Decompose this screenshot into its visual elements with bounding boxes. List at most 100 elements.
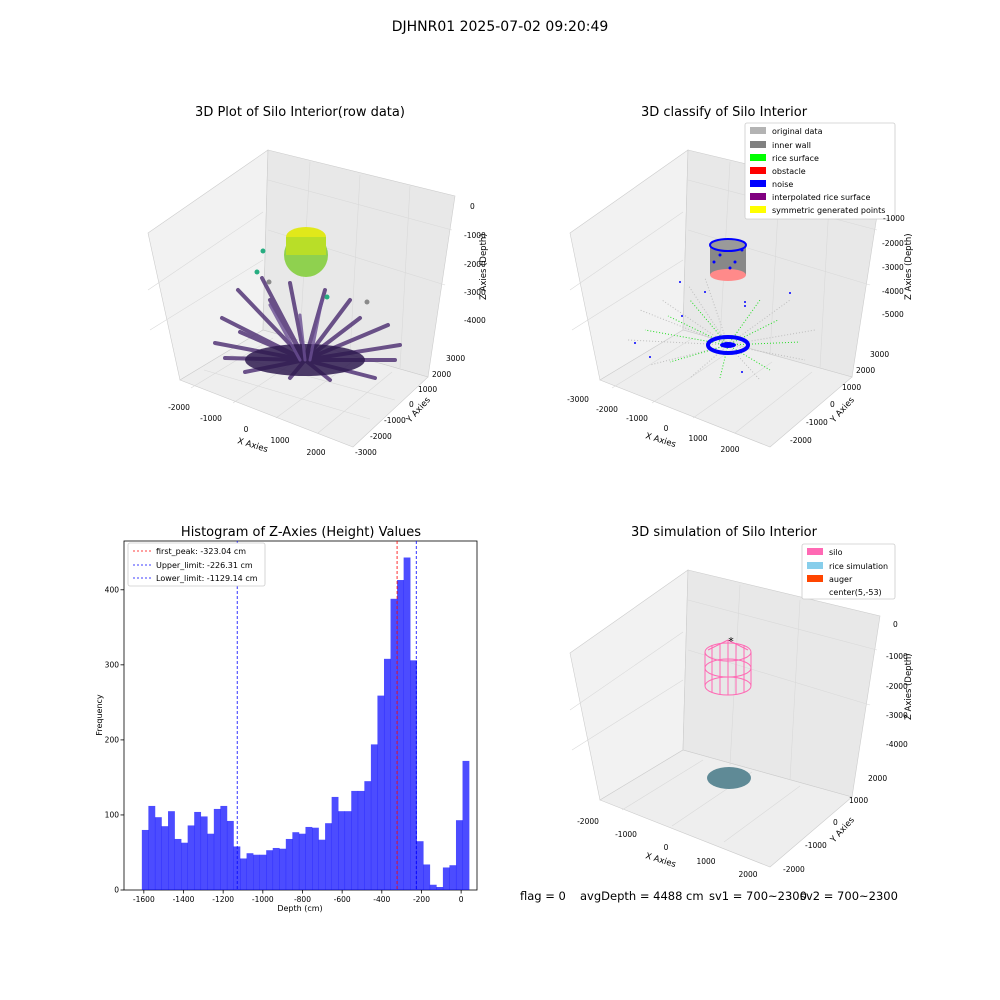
svg-text:-1000: -1000 [805,841,827,850]
footer-avg-depth: avgDepth = 4488 cm [580,889,704,903]
histogram-bar [253,854,260,890]
simulation-ztick-labels: 0 -1000 -2000 -3000 -4000 [886,620,908,749]
histogram-bar [312,827,319,890]
svg-text:obstacle: obstacle [772,167,806,176]
histogram-bar [442,867,450,890]
legend-swatch-symmetric [750,206,766,213]
simulation-axes-panes [569,569,881,868]
svg-text:original data: original data [772,127,823,136]
svg-text:2000: 2000 [720,445,739,454]
histogram-bar [161,826,169,890]
svg-text:2000: 2000 [432,370,451,379]
simulation-xtick-labels: -2000 -1000 0 1000 2000 [577,817,758,879]
histogram-bar [174,838,182,890]
panel-histogram: Histogram of Z-Axies (Height) Values -16… [95,525,478,913]
svg-text:-3000: -3000 [464,288,486,297]
legend-swatch-silo [807,548,823,555]
histogram-xtick-label: 0 [459,895,464,904]
histogram-bar [226,820,234,890]
svg-text:inner wall: inner wall [772,141,811,150]
histogram-bars [141,557,470,890]
histogram-bar [298,833,306,890]
svg-text:2000: 2000 [738,870,757,879]
svg-text:symmetric generated points: symmetric generated points [772,206,885,215]
svg-text:-4000: -4000 [886,740,908,749]
svg-text:-2000: -2000 [370,432,392,441]
svg-text:-4000: -4000 [882,287,904,296]
svg-text:0: 0 [664,843,669,852]
histogram-bar [220,805,228,890]
svg-text:-1000: -1000 [384,416,406,425]
svg-text:-1000: -1000 [615,830,637,839]
svg-text:2000: 2000 [306,448,325,457]
svg-text:-1000: -1000 [200,414,222,423]
svg-text:interpolated rice surface: interpolated rice surface [772,193,870,202]
histogram-bar [344,811,352,890]
raw-xlabel: X Axies [236,436,269,455]
histogram-bar [416,841,424,890]
panel-simulation-3d: 3D simulation of Silo Interior * [569,525,914,879]
legend-label-upper-limit: Upper_limit: -226.31 cm [156,561,253,570]
svg-text:1000: 1000 [418,385,437,394]
histogram-bar [397,580,404,890]
histogram-bar [266,850,274,890]
svg-text:-3000: -3000 [882,263,904,272]
simulation-xlabel: X Axies [644,851,677,870]
histogram-xtick-label: -1600 [133,895,155,904]
legend-swatch-obstacle [750,167,766,174]
histogram-bar [246,853,254,890]
histogram-bar [141,829,149,890]
footer-flag: flag = 0 [520,889,566,903]
histogram-bar [390,598,398,890]
classify-xlabel: X Axies [644,431,677,450]
histogram-ytick-label: 300 [105,660,120,669]
histogram-bar [154,817,162,890]
svg-text:3000: 3000 [446,354,465,363]
svg-text:0: 0 [893,620,898,629]
simulation-silo [704,639,752,696]
panel-raw-3d: 3D Plot of Silo Interior(row data) [147,105,489,457]
histogram-xtick-label: -400 [373,895,390,904]
classify-xtick-labels: -3000 -2000 -1000 0 1000 2000 [567,395,740,454]
svg-text:0: 0 [833,818,838,827]
raw-xtick-labels: -2000 -1000 0 1000 2000 [168,403,326,457]
histogram-bar [240,858,247,890]
simulation-zlabel: Z Axies (Depth) [904,653,914,720]
legend-swatch-auger [807,575,823,582]
histogram-bar [331,796,339,890]
histogram-bar [325,823,332,890]
raw-ytick-labels: -3000 -2000 -1000 0 1000 2000 3000 [355,354,465,457]
svg-text:auger: auger [829,575,853,584]
histogram-bar [403,557,411,890]
svg-text:0: 0 [244,425,249,434]
raw-ztick-labels: 0 -1000 -2000 -3000 -4000 [464,202,486,325]
histogram-bar [370,744,378,890]
classify-ztick-labels: -1000 -2000 -3000 -4000 -5000 [882,214,905,319]
svg-text:0: 0 [470,202,475,211]
histogram-bar [181,842,188,890]
status-footer: flag = 0 avgDepth = 4488 cm sv1 = 700~23… [520,889,898,903]
histogram-xlabel: Depth (cm) [277,904,322,913]
histogram-bar [292,832,300,890]
raw-point-cloud [213,227,402,382]
svg-text:-1000: -1000 [883,214,905,223]
svg-text:rice simulation: rice simulation [829,562,888,571]
histogram-bar [259,854,267,890]
svg-text:-1000: -1000 [626,414,648,423]
svg-text:-1000: -1000 [886,652,908,661]
histogram-ytick-label: 200 [105,735,120,744]
svg-text:-2000: -2000 [577,817,599,826]
svg-text:0: 0 [664,424,669,433]
svg-text:2000: 2000 [868,774,887,783]
histogram-bar [429,884,437,890]
histogram-xtick-label: -200 [413,895,430,904]
svg-text:-2000: -2000 [464,260,486,269]
svg-text:-3000: -3000 [886,711,908,720]
histogram-ytick-label: 400 [105,585,120,594]
legend-swatch-noise [750,180,766,187]
panel-classify-3d: 3D classify of Silo Interior [567,105,914,454]
svg-text:-4000: -4000 [464,316,486,325]
svg-text:-2000: -2000 [886,682,908,691]
legend-swatch-interpolated [750,193,766,200]
